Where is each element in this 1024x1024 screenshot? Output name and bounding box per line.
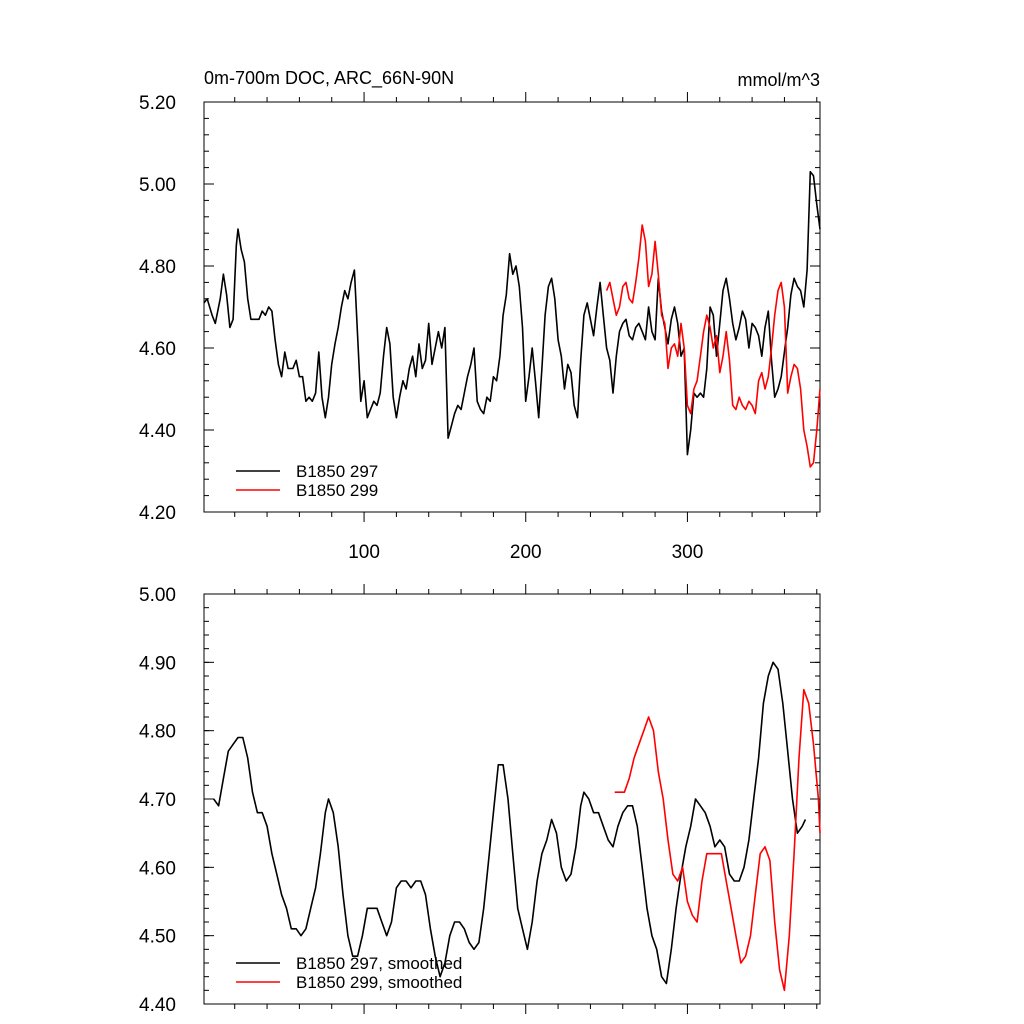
bottom-y-tick-label: 4.60	[139, 858, 176, 879]
bottom-y-tick-label: 4.40	[139, 995, 176, 1016]
bottom-y-tick-label: 4.80	[139, 722, 176, 743]
bottom-plot-frame	[203, 593, 821, 1005]
top-ticks: 4.20 4.40 4.60 4.80 5.00 5.20 100 200 300	[139, 92, 820, 563]
top-series-group	[203, 170, 821, 468]
top-y-tick-label: 4.40	[139, 421, 176, 442]
bottom-series-group	[213, 661, 821, 992]
top-series-line-1	[605, 224, 821, 468]
bottom-ticks: 4.40 4.50 4.60 4.70 4.80 4.90 5.00	[139, 584, 820, 1016]
bottom-legend-label-297: B1850 297, smoothed	[296, 954, 462, 973]
bottom-panel: 4.40 4.50 4.60 4.70 4.80 4.90 5.00 B1850 297, …	[139, 584, 821, 1016]
top-units-label: mmol/m^3	[738, 70, 820, 90]
bottom-series-line-1	[614, 688, 821, 992]
top-y-tick-label: 4.20	[139, 503, 176, 524]
top-series-line-0	[203, 170, 821, 456]
bottom-series-line-0	[213, 661, 807, 985]
top-y-tick-label: 4.80	[139, 257, 176, 278]
top-x-tick-label: 100	[348, 542, 380, 563]
bottom-y-tick-label: 4.70	[139, 790, 176, 811]
top-panel: 0m-700m DOC, ARC_66N-90N mmol/m^3 4.204.…	[139, 68, 821, 563]
top-y-tick-label: 5.00	[139, 175, 176, 196]
top-plot-frame	[203, 101, 821, 513]
top-x-tick-label: 200	[510, 542, 542, 563]
bottom-y-tick-label: 5.00	[139, 585, 176, 606]
bottom-y-tick-label: 4.50	[139, 927, 176, 948]
top-legend-label-299: B1850 299	[296, 481, 378, 500]
bottom-y-tick-label: 4.90	[139, 653, 176, 674]
top-legend-label-297: B1850 297	[296, 462, 378, 481]
top-chart-title: 0m-700m DOC, ARC_66N-90N	[204, 68, 454, 89]
top-x-tick-label: 300	[672, 542, 704, 563]
top-y-tick-label: 4.60	[139, 339, 176, 360]
bottom-legend-label-299: B1850 299, smoothed	[296, 973, 462, 992]
top-legend: B1850 297 B1850 299	[236, 462, 378, 500]
bottom-legend: B1850 297, smoothed B1850 299, smoothed	[236, 954, 462, 992]
top-y-tick-label: 5.20	[139, 93, 176, 114]
